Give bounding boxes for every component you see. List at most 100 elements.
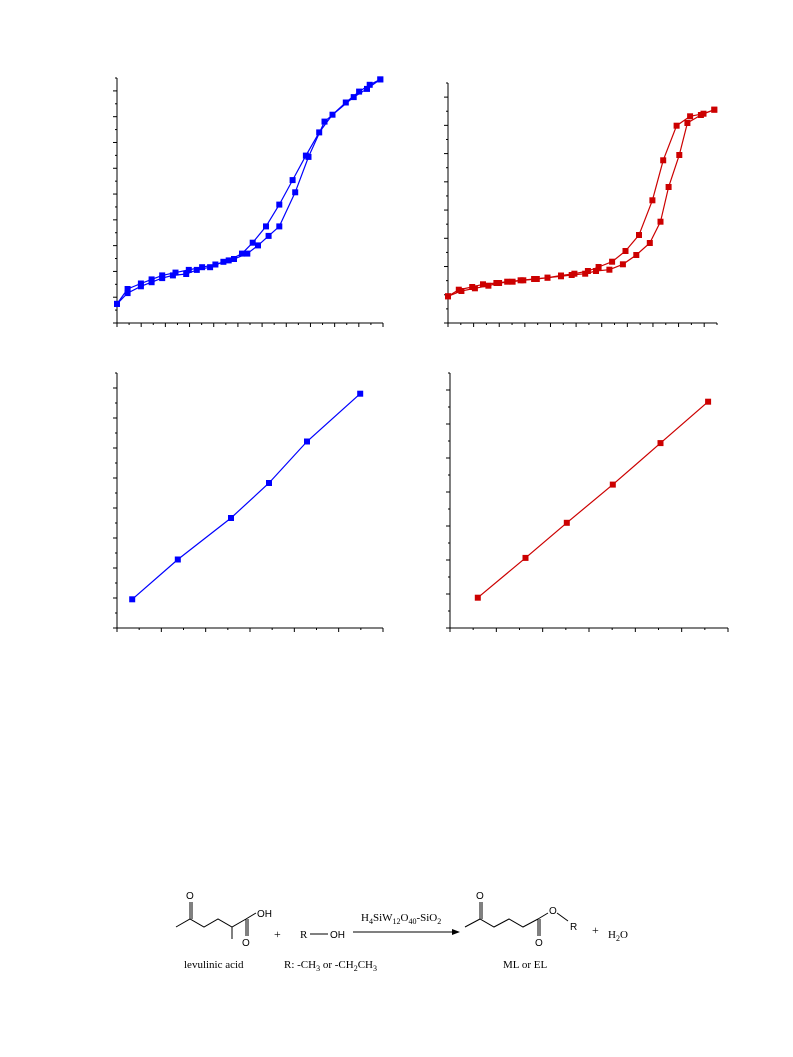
data-point bbox=[276, 223, 283, 230]
data-point bbox=[649, 197, 656, 204]
product-o-top: O bbox=[476, 891, 484, 902]
data-point bbox=[522, 554, 529, 561]
data-point bbox=[509, 278, 516, 285]
series-line-2 bbox=[116, 78, 381, 305]
data-point bbox=[633, 252, 640, 258]
data-point bbox=[673, 122, 680, 129]
levulinic-acid-structure bbox=[175, 902, 257, 939]
data-point bbox=[124, 290, 131, 297]
reactant-oh: OH bbox=[257, 909, 272, 920]
reactant-o-bottom: O bbox=[242, 938, 250, 949]
data-point bbox=[705, 398, 712, 405]
data-point bbox=[174, 556, 181, 563]
data-point bbox=[485, 282, 492, 289]
data-point bbox=[276, 201, 283, 208]
data-point bbox=[687, 113, 694, 120]
series-line-1 bbox=[116, 78, 381, 305]
data-point bbox=[622, 248, 629, 254]
data-point bbox=[137, 283, 144, 290]
data-point bbox=[304, 438, 310, 445]
data-point bbox=[266, 480, 272, 486]
data-point bbox=[636, 232, 642, 238]
data-point bbox=[684, 120, 691, 126]
water-label: H2O bbox=[608, 929, 628, 943]
plus-sign-1: + bbox=[274, 927, 281, 941]
product-label: ML or EL bbox=[503, 959, 547, 971]
data-point bbox=[193, 266, 200, 273]
data-point bbox=[558, 273, 564, 280]
data-point bbox=[244, 250, 251, 257]
reaction-scheme: O OH O levulinic acid + R OH R: -CH3 or … bbox=[175, 891, 628, 973]
data-point bbox=[657, 218, 664, 225]
data-point bbox=[231, 256, 237, 262]
data-point bbox=[364, 85, 370, 92]
data-point bbox=[292, 189, 299, 196]
data-point bbox=[207, 264, 214, 271]
series-line-1 bbox=[447, 109, 715, 297]
data-point bbox=[609, 481, 616, 488]
product-o-bottom: O bbox=[535, 938, 543, 949]
data-point bbox=[609, 258, 616, 265]
data-point bbox=[471, 285, 478, 292]
catalyst-label: H4SiW12O40-SiO2 bbox=[361, 912, 441, 926]
reactant-o-top: O bbox=[186, 891, 194, 902]
data-point bbox=[129, 596, 136, 603]
data-point bbox=[544, 274, 551, 281]
data-point bbox=[533, 276, 540, 282]
data-point bbox=[480, 281, 486, 288]
data-point bbox=[350, 94, 357, 101]
data-point bbox=[183, 271, 190, 277]
data-point bbox=[377, 76, 384, 83]
data-point bbox=[321, 118, 328, 125]
alcohol-oh: OH bbox=[330, 930, 345, 941]
ester-structure bbox=[464, 902, 569, 936]
data-point bbox=[646, 240, 653, 246]
data-point bbox=[239, 250, 245, 257]
data-point bbox=[458, 288, 465, 294]
data-point bbox=[249, 239, 256, 246]
data-point bbox=[619, 261, 626, 268]
data-point bbox=[366, 81, 373, 88]
data-point bbox=[606, 266, 613, 273]
data-point bbox=[148, 279, 155, 286]
data-point bbox=[357, 390, 364, 397]
data-point bbox=[676, 152, 683, 158]
data-point bbox=[199, 264, 206, 271]
data-point bbox=[665, 184, 672, 190]
data-point bbox=[159, 275, 166, 282]
data-point bbox=[263, 223, 269, 230]
chart-panel-2 bbox=[444, 82, 718, 327]
series-line-1 bbox=[477, 401, 709, 599]
data-point bbox=[474, 594, 481, 601]
data-point bbox=[255, 242, 261, 249]
data-point bbox=[568, 272, 575, 278]
arrow-head-icon bbox=[452, 929, 460, 935]
series-line-1 bbox=[131, 393, 361, 600]
data-point bbox=[657, 440, 664, 447]
data-point bbox=[711, 106, 718, 113]
data-point bbox=[595, 264, 602, 270]
data-point bbox=[185, 266, 192, 273]
data-point bbox=[169, 272, 176, 279]
data-point bbox=[356, 88, 363, 95]
chart-panel-4 bbox=[446, 372, 729, 632]
data-point bbox=[520, 277, 527, 284]
r-group-label: R: -CH3 or -CH2CH3 bbox=[284, 959, 377, 973]
data-point bbox=[114, 300, 120, 307]
data-point bbox=[265, 232, 272, 239]
data-point bbox=[228, 515, 234, 521]
chart-panel-3 bbox=[113, 372, 384, 632]
data-point bbox=[660, 157, 667, 164]
data-point bbox=[496, 280, 503, 286]
data-point bbox=[697, 112, 704, 118]
data-point bbox=[582, 270, 589, 277]
plus-sign-2: + bbox=[592, 923, 599, 937]
product-r: R bbox=[570, 922, 577, 933]
data-point bbox=[342, 99, 349, 106]
data-point bbox=[124, 286, 131, 292]
data-point bbox=[289, 177, 296, 184]
chart-panel-1 bbox=[113, 76, 384, 327]
product-o-ester: O bbox=[549, 906, 557, 917]
alcohol-r: R bbox=[300, 929, 308, 941]
